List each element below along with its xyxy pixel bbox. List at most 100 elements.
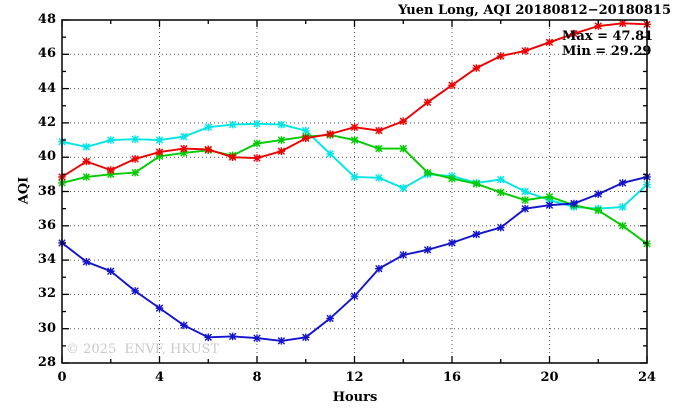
blue-series-marker: [131, 287, 139, 295]
red-series-marker: [570, 29, 578, 38]
y-tick-label: 46: [37, 46, 56, 62]
red-series-marker: [253, 154, 261, 162]
green-series-marker: [350, 136, 359, 144]
cyan-series: [58, 119, 651, 213]
x-tick-label: 20: [540, 370, 559, 385]
blue-series-marker: [618, 179, 627, 187]
blue-series-marker: [106, 267, 115, 276]
green-series-marker: [423, 168, 432, 177]
cyan-series-marker: [521, 187, 529, 196]
green-series-marker: [545, 192, 554, 201]
green-series-marker: [82, 173, 91, 181]
green-series-marker: [131, 168, 139, 177]
green-series-marker: [253, 139, 261, 148]
red-series-marker: [375, 126, 383, 135]
red-series-marker: [326, 130, 334, 138]
blue-series-marker: [301, 333, 310, 342]
x-tick-label: 16: [442, 370, 462, 385]
x-tick-label: 8: [252, 370, 262, 385]
red-series-marker: [545, 38, 554, 47]
y-tick-label: 30: [37, 320, 56, 336]
red-series-marker: [423, 98, 432, 107]
x-tick-label: 4: [154, 370, 165, 385]
red-series-marker: [277, 147, 286, 155]
y-tick-label: 42: [37, 114, 56, 130]
blue-series-marker: [594, 190, 603, 198]
y-tick-label: 36: [37, 217, 56, 233]
green-series-marker: [180, 149, 188, 157]
green-series-marker: [375, 144, 383, 153]
blue-series-marker: [204, 333, 213, 342]
green-series-marker: [618, 222, 627, 230]
red-series-marker: [496, 52, 505, 60]
green-series-marker: [399, 144, 408, 153]
chart-title: Yuen Long, AQI 20180812−20180815: [398, 3, 671, 18]
blue-series-marker: [448, 239, 456, 247]
blue-series-marker: [399, 251, 408, 259]
green-series-marker: [448, 174, 456, 183]
red-series-marker: [350, 123, 359, 131]
green-series-marker: [521, 196, 529, 204]
red-series-marker: [472, 64, 481, 72]
watermark: © 2025 ENVF, HKUST: [66, 342, 220, 357]
red-series: [58, 19, 651, 181]
cyan-series-marker: [204, 123, 213, 131]
blue-series-marker: [180, 321, 188, 330]
blue-series-marker: [155, 304, 164, 312]
blue-series-marker: [375, 264, 383, 273]
red-series-marker: [618, 19, 627, 28]
y-tick-label: 34: [37, 252, 56, 268]
blue-series-marker: [570, 199, 578, 208]
blue-series-marker: [496, 223, 505, 232]
red-series-marker: [228, 153, 237, 161]
blue-series-marker: [277, 337, 286, 345]
green-series-marker: [496, 188, 505, 197]
x-axis-label: Hours: [332, 390, 378, 405]
red-series-marker: [448, 81, 456, 89]
axis-ticks: [61, 19, 648, 364]
cyan-series-marker: [155, 136, 164, 144]
cyan-series-marker: [180, 132, 188, 141]
blue-series-marker: [228, 332, 237, 341]
blue-series: [58, 173, 651, 345]
y-tick-label: 32: [37, 286, 56, 302]
x-tick-label: 12: [345, 370, 364, 385]
cyan-series-marker: [399, 184, 408, 192]
cyan-series-marker: [301, 126, 310, 135]
green-series-marker: [106, 170, 115, 179]
blue-series-marker: [423, 246, 432, 254]
cyan-series-marker: [326, 149, 334, 158]
cyan-series-marker: [350, 173, 359, 181]
red-series-marker: [180, 144, 188, 153]
cyan-series-marker: [106, 136, 115, 144]
green-series-marker: [277, 136, 286, 144]
green-series-marker: [155, 152, 164, 161]
blue-series-marker: [472, 230, 481, 239]
cyan-series-marker: [82, 143, 91, 151]
cyan-series-marker: [375, 173, 383, 182]
red-series-marker: [399, 117, 408, 125]
green-series-marker: [472, 179, 481, 188]
red-series-marker: [594, 22, 603, 30]
x-tick-label: 0: [57, 370, 67, 385]
y-tick-label: 38: [37, 183, 56, 199]
max-annotation: Max = 47.81: [562, 29, 654, 44]
blue-series-marker: [545, 201, 554, 210]
cyan-series-marker: [253, 119, 261, 128]
blue-series-marker: [253, 334, 261, 342]
red-series-marker: [521, 47, 529, 55]
cyan-series-marker: [228, 120, 237, 129]
red-series-marker: [131, 155, 139, 163]
blue-series-marker: [82, 258, 91, 266]
y-tick-label: 28: [37, 355, 56, 370]
blue-series-marker: [521, 204, 529, 213]
blue-series-marker: [326, 314, 334, 323]
cyan-series-marker: [131, 135, 139, 143]
cyan-series-marker: [618, 203, 627, 211]
y-tick-label: 44: [37, 80, 56, 96]
cyan-series-marker: [496, 175, 505, 184]
red-series-marker: [204, 145, 213, 154]
green-series-marker: [594, 206, 603, 215]
